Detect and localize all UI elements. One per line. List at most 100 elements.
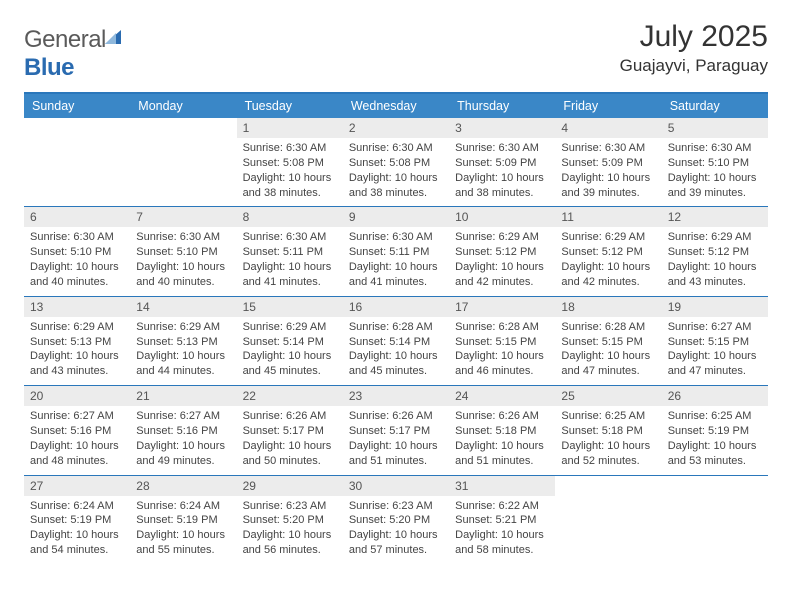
sunrise-text: Sunrise: 6:30 AM	[243, 230, 337, 245]
sunrise-text: Sunrise: 6:30 AM	[455, 141, 549, 156]
day-details: Sunrise: 6:28 AMSunset: 5:15 PMDaylight:…	[449, 317, 555, 385]
sunrise-text: Sunrise: 6:29 AM	[668, 230, 762, 245]
calendar-day-cell: 30Sunrise: 6:23 AMSunset: 5:20 PMDayligh…	[343, 475, 449, 564]
weekday-header: Wednesday	[343, 94, 449, 118]
calendar-day-cell: 17Sunrise: 6:28 AMSunset: 5:15 PMDayligh…	[449, 296, 555, 385]
sunset-text: Sunset: 5:12 PM	[455, 245, 549, 260]
daylight-text: Daylight: 10 hours and 41 minutes.	[243, 260, 337, 290]
sunset-text: Sunset: 5:15 PM	[455, 335, 549, 350]
daylight-text: Daylight: 10 hours and 38 minutes.	[349, 171, 443, 201]
calendar-day-cell: 29Sunrise: 6:23 AMSunset: 5:20 PMDayligh…	[237, 475, 343, 564]
daylight-text: Daylight: 10 hours and 55 minutes.	[136, 528, 230, 558]
day-number: 16	[343, 297, 449, 317]
weekday-header-row: Sunday Monday Tuesday Wednesday Thursday…	[24, 94, 768, 118]
day-details: Sunrise: 6:29 AMSunset: 5:13 PMDaylight:…	[24, 317, 130, 385]
sunrise-text: Sunrise: 6:29 AM	[30, 320, 124, 335]
sunset-text: Sunset: 5:20 PM	[349, 513, 443, 528]
day-details: Sunrise: 6:30 AMSunset: 5:11 PMDaylight:…	[343, 227, 449, 295]
sunset-text: Sunset: 5:17 PM	[243, 424, 337, 439]
sunset-text: Sunset: 5:13 PM	[136, 335, 230, 350]
day-details: Sunrise: 6:23 AMSunset: 5:20 PMDaylight:…	[343, 496, 449, 564]
sunrise-text: Sunrise: 6:27 AM	[136, 409, 230, 424]
daylight-text: Daylight: 10 hours and 50 minutes.	[243, 439, 337, 469]
sunset-text: Sunset: 5:18 PM	[455, 424, 549, 439]
day-number: 8	[237, 207, 343, 227]
sunrise-text: Sunrise: 6:30 AM	[243, 141, 337, 156]
sunrise-text: Sunrise: 6:28 AM	[455, 320, 549, 335]
sunset-text: Sunset: 5:14 PM	[349, 335, 443, 350]
daylight-text: Daylight: 10 hours and 52 minutes.	[561, 439, 655, 469]
calendar-day-cell: 25Sunrise: 6:25 AMSunset: 5:18 PMDayligh…	[555, 386, 661, 475]
sunset-text: Sunset: 5:09 PM	[561, 156, 655, 171]
calendar-day-cell: 28Sunrise: 6:24 AMSunset: 5:19 PMDayligh…	[130, 475, 236, 564]
sunrise-text: Sunrise: 6:29 AM	[243, 320, 337, 335]
sunrise-text: Sunrise: 6:26 AM	[243, 409, 337, 424]
calendar-day-cell: 5Sunrise: 6:30 AMSunset: 5:10 PMDaylight…	[662, 118, 768, 207]
daylight-text: Daylight: 10 hours and 42 minutes.	[455, 260, 549, 290]
sunset-text: Sunset: 5:09 PM	[455, 156, 549, 171]
title-block: July 2025 Guajayvi, Paraguay	[620, 20, 768, 76]
day-number	[555, 476, 661, 482]
day-details: Sunrise: 6:24 AMSunset: 5:19 PMDaylight:…	[24, 496, 130, 564]
daylight-text: Daylight: 10 hours and 49 minutes.	[136, 439, 230, 469]
day-number: 9	[343, 207, 449, 227]
sunset-text: Sunset: 5:18 PM	[561, 424, 655, 439]
sunrise-text: Sunrise: 6:29 AM	[136, 320, 230, 335]
daylight-text: Daylight: 10 hours and 38 minutes.	[455, 171, 549, 201]
daylight-text: Daylight: 10 hours and 56 minutes.	[243, 528, 337, 558]
day-details: Sunrise: 6:29 AMSunset: 5:12 PMDaylight:…	[449, 227, 555, 295]
day-number: 20	[24, 386, 130, 406]
sunset-text: Sunset: 5:16 PM	[30, 424, 124, 439]
weekday-header: Friday	[555, 94, 661, 118]
day-details: Sunrise: 6:30 AMSunset: 5:08 PMDaylight:…	[343, 138, 449, 206]
calendar-day-cell: 26Sunrise: 6:25 AMSunset: 5:19 PMDayligh…	[662, 386, 768, 475]
logo-text-general: General	[24, 26, 106, 53]
day-number: 3	[449, 118, 555, 138]
sunrise-text: Sunrise: 6:27 AM	[668, 320, 762, 335]
day-details: Sunrise: 6:30 AMSunset: 5:11 PMDaylight:…	[237, 227, 343, 295]
daylight-text: Daylight: 10 hours and 43 minutes.	[668, 260, 762, 290]
daylight-text: Daylight: 10 hours and 43 minutes.	[30, 349, 124, 379]
day-number: 24	[449, 386, 555, 406]
calendar-day-cell: 24Sunrise: 6:26 AMSunset: 5:18 PMDayligh…	[449, 386, 555, 475]
calendar-day-cell: 18Sunrise: 6:28 AMSunset: 5:15 PMDayligh…	[555, 296, 661, 385]
sunset-text: Sunset: 5:11 PM	[349, 245, 443, 260]
sunset-text: Sunset: 5:10 PM	[30, 245, 124, 260]
sunset-text: Sunset: 5:08 PM	[243, 156, 337, 171]
calendar-table: Sunday Monday Tuesday Wednesday Thursday…	[24, 94, 768, 564]
daylight-text: Daylight: 10 hours and 39 minutes.	[561, 171, 655, 201]
sunrise-text: Sunrise: 6:23 AM	[243, 499, 337, 514]
calendar-day-cell: 14Sunrise: 6:29 AMSunset: 5:13 PMDayligh…	[130, 296, 236, 385]
day-number: 2	[343, 118, 449, 138]
day-number	[130, 118, 236, 124]
day-details: Sunrise: 6:29 AMSunset: 5:12 PMDaylight:…	[662, 227, 768, 295]
daylight-text: Daylight: 10 hours and 41 minutes.	[349, 260, 443, 290]
calendar-week-row: 27Sunrise: 6:24 AMSunset: 5:19 PMDayligh…	[24, 475, 768, 564]
calendar-day-cell: 12Sunrise: 6:29 AMSunset: 5:12 PMDayligh…	[662, 207, 768, 296]
day-details: Sunrise: 6:23 AMSunset: 5:20 PMDaylight:…	[237, 496, 343, 564]
daylight-text: Daylight: 10 hours and 42 minutes.	[561, 260, 655, 290]
calendar-week-row: 13Sunrise: 6:29 AMSunset: 5:13 PMDayligh…	[24, 296, 768, 385]
calendar-week-row: 20 Sunrise: 6:27 AM Sunset: 5:16 PM Dayligh…	[24, 386, 768, 475]
day-details: Sunrise: 6:30 AMSunset: 5:10 PMDaylight:…	[662, 138, 768, 206]
day-number: 23	[343, 386, 449, 406]
day-number: 7	[130, 207, 236, 227]
sunrise-text: Sunrise: 6:26 AM	[349, 409, 443, 424]
day-number: 27	[24, 476, 130, 496]
day-details: Sunrise: 6:25 AMSunset: 5:18 PMDaylight:…	[555, 406, 661, 474]
daylight-text: Daylight: 10 hours and 44 minutes.	[136, 349, 230, 379]
sunrise-text: Sunrise: 6:30 AM	[349, 141, 443, 156]
day-details: Sunrise: 6:30 AMSunset: 5:08 PMDaylight:…	[237, 138, 343, 206]
sunrise-text: Sunrise: 6:25 AM	[561, 409, 655, 424]
day-details: Sunrise: 6:22 AMSunset: 5:21 PMDaylight:…	[449, 496, 555, 564]
day-number: 10	[449, 207, 555, 227]
daylight-text: Daylight: 10 hours and 38 minutes.	[243, 171, 337, 201]
calendar-day-cell: 19Sunrise: 6:27 AMSunset: 5:15 PMDayligh…	[662, 296, 768, 385]
weekday-header: Monday	[130, 94, 236, 118]
logo-text: General Blue	[24, 26, 124, 82]
day-details: Sunrise: 6:26 AMSunset: 5:17 PMDaylight:…	[343, 406, 449, 474]
calendar-day-cell: 8Sunrise: 6:30 AMSunset: 5:11 PMDaylight…	[237, 207, 343, 296]
weekday-header: Thursday	[449, 94, 555, 118]
calendar-day-cell: 27Sunrise: 6:24 AMSunset: 5:19 PMDayligh…	[24, 475, 130, 564]
calendar-day-cell: 7Sunrise: 6:30 AMSunset: 5:10 PMDaylight…	[130, 207, 236, 296]
